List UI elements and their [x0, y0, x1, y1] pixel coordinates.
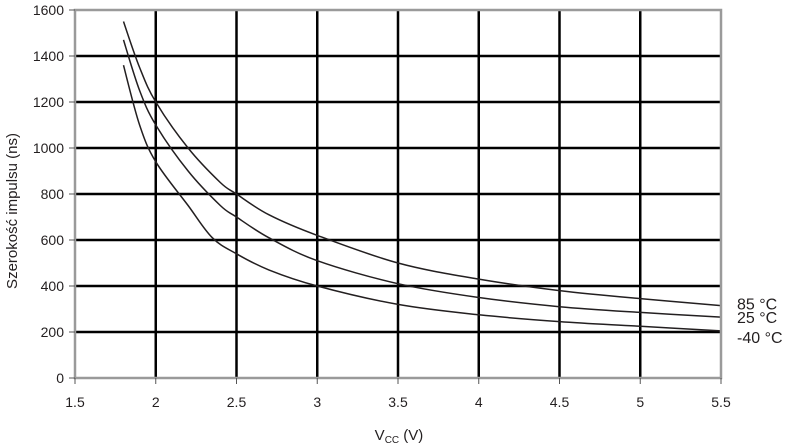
y-tick-label: 1600	[33, 2, 64, 18]
x-tick-label: 2	[152, 394, 160, 410]
x-tick-label: 1.5	[65, 394, 85, 410]
series-line	[122, 65, 722, 332]
y-tick-label: 1200	[33, 94, 64, 110]
y-tick-label: 400	[41, 278, 65, 294]
y-tick-label: 800	[41, 186, 65, 202]
x-axis-title-main: V	[375, 427, 385, 444]
series-line	[122, 21, 722, 307]
y-axis-title: Szerokość impulsu (ns)	[4, 133, 21, 289]
x-axis-title: VCC (V)	[375, 427, 424, 445]
y-tick-label: 1400	[33, 48, 64, 64]
y-tick-label: 200	[41, 324, 65, 340]
x-tick-label: 2.5	[227, 394, 247, 410]
axis-ticks: 1.5 2 2.5 3 3.5 4 4.5 5 5.5 0 200 400 600 800 1000 1200…	[33, 2, 731, 410]
y-tick-label: 1000	[33, 140, 64, 156]
series-label: -40 °C	[737, 330, 783, 347]
x-axis-title-sub: CC	[385, 435, 399, 445]
x-axis-title-unit: (V)	[399, 427, 423, 444]
series-line	[122, 39, 722, 318]
y-tick-label: 600	[41, 232, 65, 248]
x-tick-label: 5	[636, 394, 644, 410]
x-tick-label: 3	[313, 394, 321, 410]
y-tick-label: 0	[56, 370, 64, 386]
series-label: 25 °C	[737, 310, 777, 327]
x-tick-label: 4.5	[550, 394, 570, 410]
grid	[75, 10, 721, 378]
series-lines	[122, 21, 722, 332]
x-tick-label: 3.5	[388, 394, 408, 410]
x-tick-label: 5.5	[711, 394, 731, 410]
series-label: 85 °C	[737, 297, 777, 314]
series-labels: 85 °C25 °C -40 °C	[737, 297, 783, 347]
x-tick-label: 4	[475, 394, 483, 410]
